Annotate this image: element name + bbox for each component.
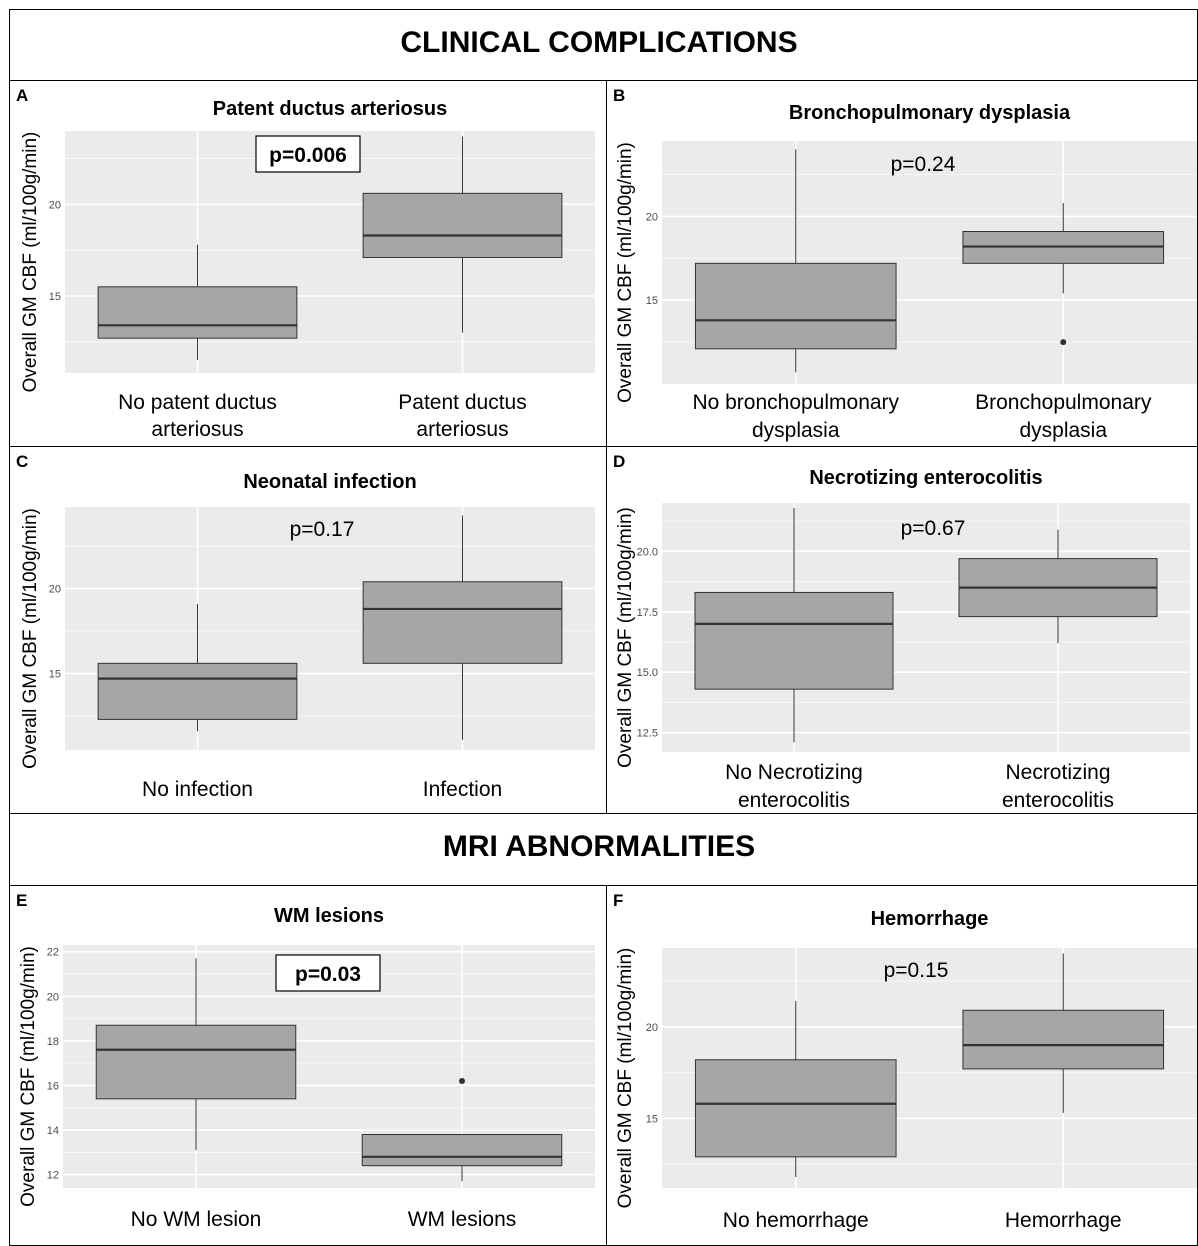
y-tick-label: 20 <box>49 199 61 211</box>
clinical-section-title: CLINICAL COMPLICATIONS <box>400 26 798 59</box>
box-iqr <box>362 581 563 664</box>
panel-letter: E <box>16 891 27 910</box>
x-category-label: Patent ductus <box>398 391 526 414</box>
x-category-label: Infection <box>423 778 502 801</box>
box-iqr <box>95 1024 297 1100</box>
y-axis-label: Overall GM CBF (ml/100g/min) <box>615 948 636 1209</box>
y-axis-label: Overall GM CBF (ml/100g/min) <box>615 507 636 768</box>
y-axis-label: Overall GM CBF (ml/100g/min) <box>20 132 41 393</box>
y-tick-label: 15 <box>646 295 658 307</box>
x-category-label: dysplasia <box>1019 419 1107 442</box>
chart-panel-e: E 12 14 16 18 20 22 p=0.03 WM lesions Overall GM … <box>16 891 595 1231</box>
panel-letter: C <box>16 452 28 471</box>
x-category-label: Hemorrhage <box>1005 1209 1122 1232</box>
chart-title: WM lesions <box>274 905 384 927</box>
y-tick-label: 20 <box>49 584 61 596</box>
y-axis-label: Overall GM CBF (ml/100g/min) <box>615 142 636 403</box>
box-iqr <box>694 591 894 690</box>
x-category-label: No hemorrhage <box>723 1209 869 1232</box>
column-divider <box>606 885 607 1246</box>
x-category-label: arteriosus <box>151 418 243 441</box>
y-tick-label: 20 <box>646 211 658 223</box>
pvalue-box <box>255 135 361 173</box>
y-tick-label: 20.0 <box>637 546 658 558</box>
box-iqr <box>694 262 897 350</box>
outlier-point <box>459 1077 465 1084</box>
chart-title: Hemorrhage <box>871 908 989 930</box>
y-tick-label: 18 <box>47 1036 59 1048</box>
chart-panel-b: B 15 20 p=0.24 Bronchopulmonary dysplasia Ove… <box>613 86 1197 442</box>
panel-letter: F <box>613 891 623 910</box>
pvalue-label: p=0.17 <box>290 518 355 541</box>
x-category-label: Bronchopulmonary <box>975 391 1152 414</box>
pvalue-label: p=0.006 <box>269 144 347 167</box>
y-tick-label: 12 <box>47 1170 59 1182</box>
x-category-label: Necrotizing <box>1005 761 1110 784</box>
x-category-label: enterocolitis <box>1002 789 1114 812</box>
box-iqr <box>362 192 563 258</box>
x-category-label: No WM lesion <box>131 1208 262 1231</box>
chart-title: Patent ductus arteriosus <box>213 98 448 120</box>
chart-panel-d: D 12.5 15.0 17.5 20.0 p=0.67 Necrotizing enter… <box>613 452 1190 812</box>
pvalue-label: p=0.24 <box>891 153 956 176</box>
panel-letter: B <box>613 86 625 105</box>
x-category-label: WM lesions <box>408 1208 517 1231</box>
y-tick-label: 14 <box>47 1125 59 1137</box>
y-tick-label: 15 <box>49 669 61 681</box>
outlier-point <box>1060 339 1067 346</box>
y-tick-label: 15 <box>49 291 61 303</box>
y-axis-label: Overall GM CBF (ml/100g/min) <box>18 946 39 1207</box>
box-iqr <box>694 1059 897 1158</box>
chart-panel-a: A 15 20 p=0.006 Patent ductus arteriosus Over… <box>16 86 595 441</box>
pvalue-label: p=0.67 <box>901 517 966 540</box>
panel-letter: D <box>613 452 625 471</box>
x-category-label: dysplasia <box>752 419 840 442</box>
y-tick-label: 12.5 <box>637 728 658 740</box>
panel-letter: A <box>16 86 28 105</box>
section-divider <box>9 813 1198 814</box>
box-iqr <box>962 1009 1165 1070</box>
x-category-label: No bronchopulmonary <box>692 391 899 414</box>
y-tick-label: 22 <box>47 947 59 959</box>
box-iqr <box>97 286 298 339</box>
y-tick-label: 16 <box>47 1080 59 1092</box>
x-category-label: No patent ductus <box>118 391 277 414</box>
y-axis-label: Overall GM CBF (ml/100g/min) <box>20 508 41 769</box>
pvalue-label: p=0.03 <box>295 963 361 986</box>
section-divider <box>9 885 1198 886</box>
chart-title: Bronchopulmonary dysplasia <box>789 102 1071 124</box>
chart-panel-f: F 15 20 p=0.15 Hemorrhage Overall GM CBF (ml/… <box>613 891 1197 1232</box>
column-divider <box>606 80 607 813</box>
y-tick-label: 15.0 <box>637 667 658 679</box>
box-iqr <box>97 662 298 720</box>
x-category-label: enterocolitis <box>738 789 850 812</box>
x-category-label: No Necrotizing <box>725 761 863 784</box>
y-tick-label: 17.5 <box>637 607 658 619</box>
chart-title: Neonatal infection <box>243 471 416 493</box>
section-divider <box>9 80 1198 81</box>
chart-panel-c: C 15 20 p=0.17 Neonatal infection Overall GM … <box>16 452 595 801</box>
mri-section-title: MRI ABNORMALITIES <box>442 830 756 863</box>
x-category-label: arteriosus <box>416 418 508 441</box>
pvalue-box <box>275 954 381 992</box>
y-tick-label: 20 <box>47 991 59 1003</box>
pvalue-label: p=0.15 <box>884 959 949 982</box>
y-tick-label: 15 <box>646 1113 658 1125</box>
y-tick-label: 20 <box>646 1022 658 1034</box>
x-category-label: No infection <box>142 778 253 801</box>
chart-title: Necrotizing enterocolitis <box>809 467 1042 489</box>
box-iqr <box>361 1133 563 1167</box>
row-divider <box>9 446 1198 447</box>
